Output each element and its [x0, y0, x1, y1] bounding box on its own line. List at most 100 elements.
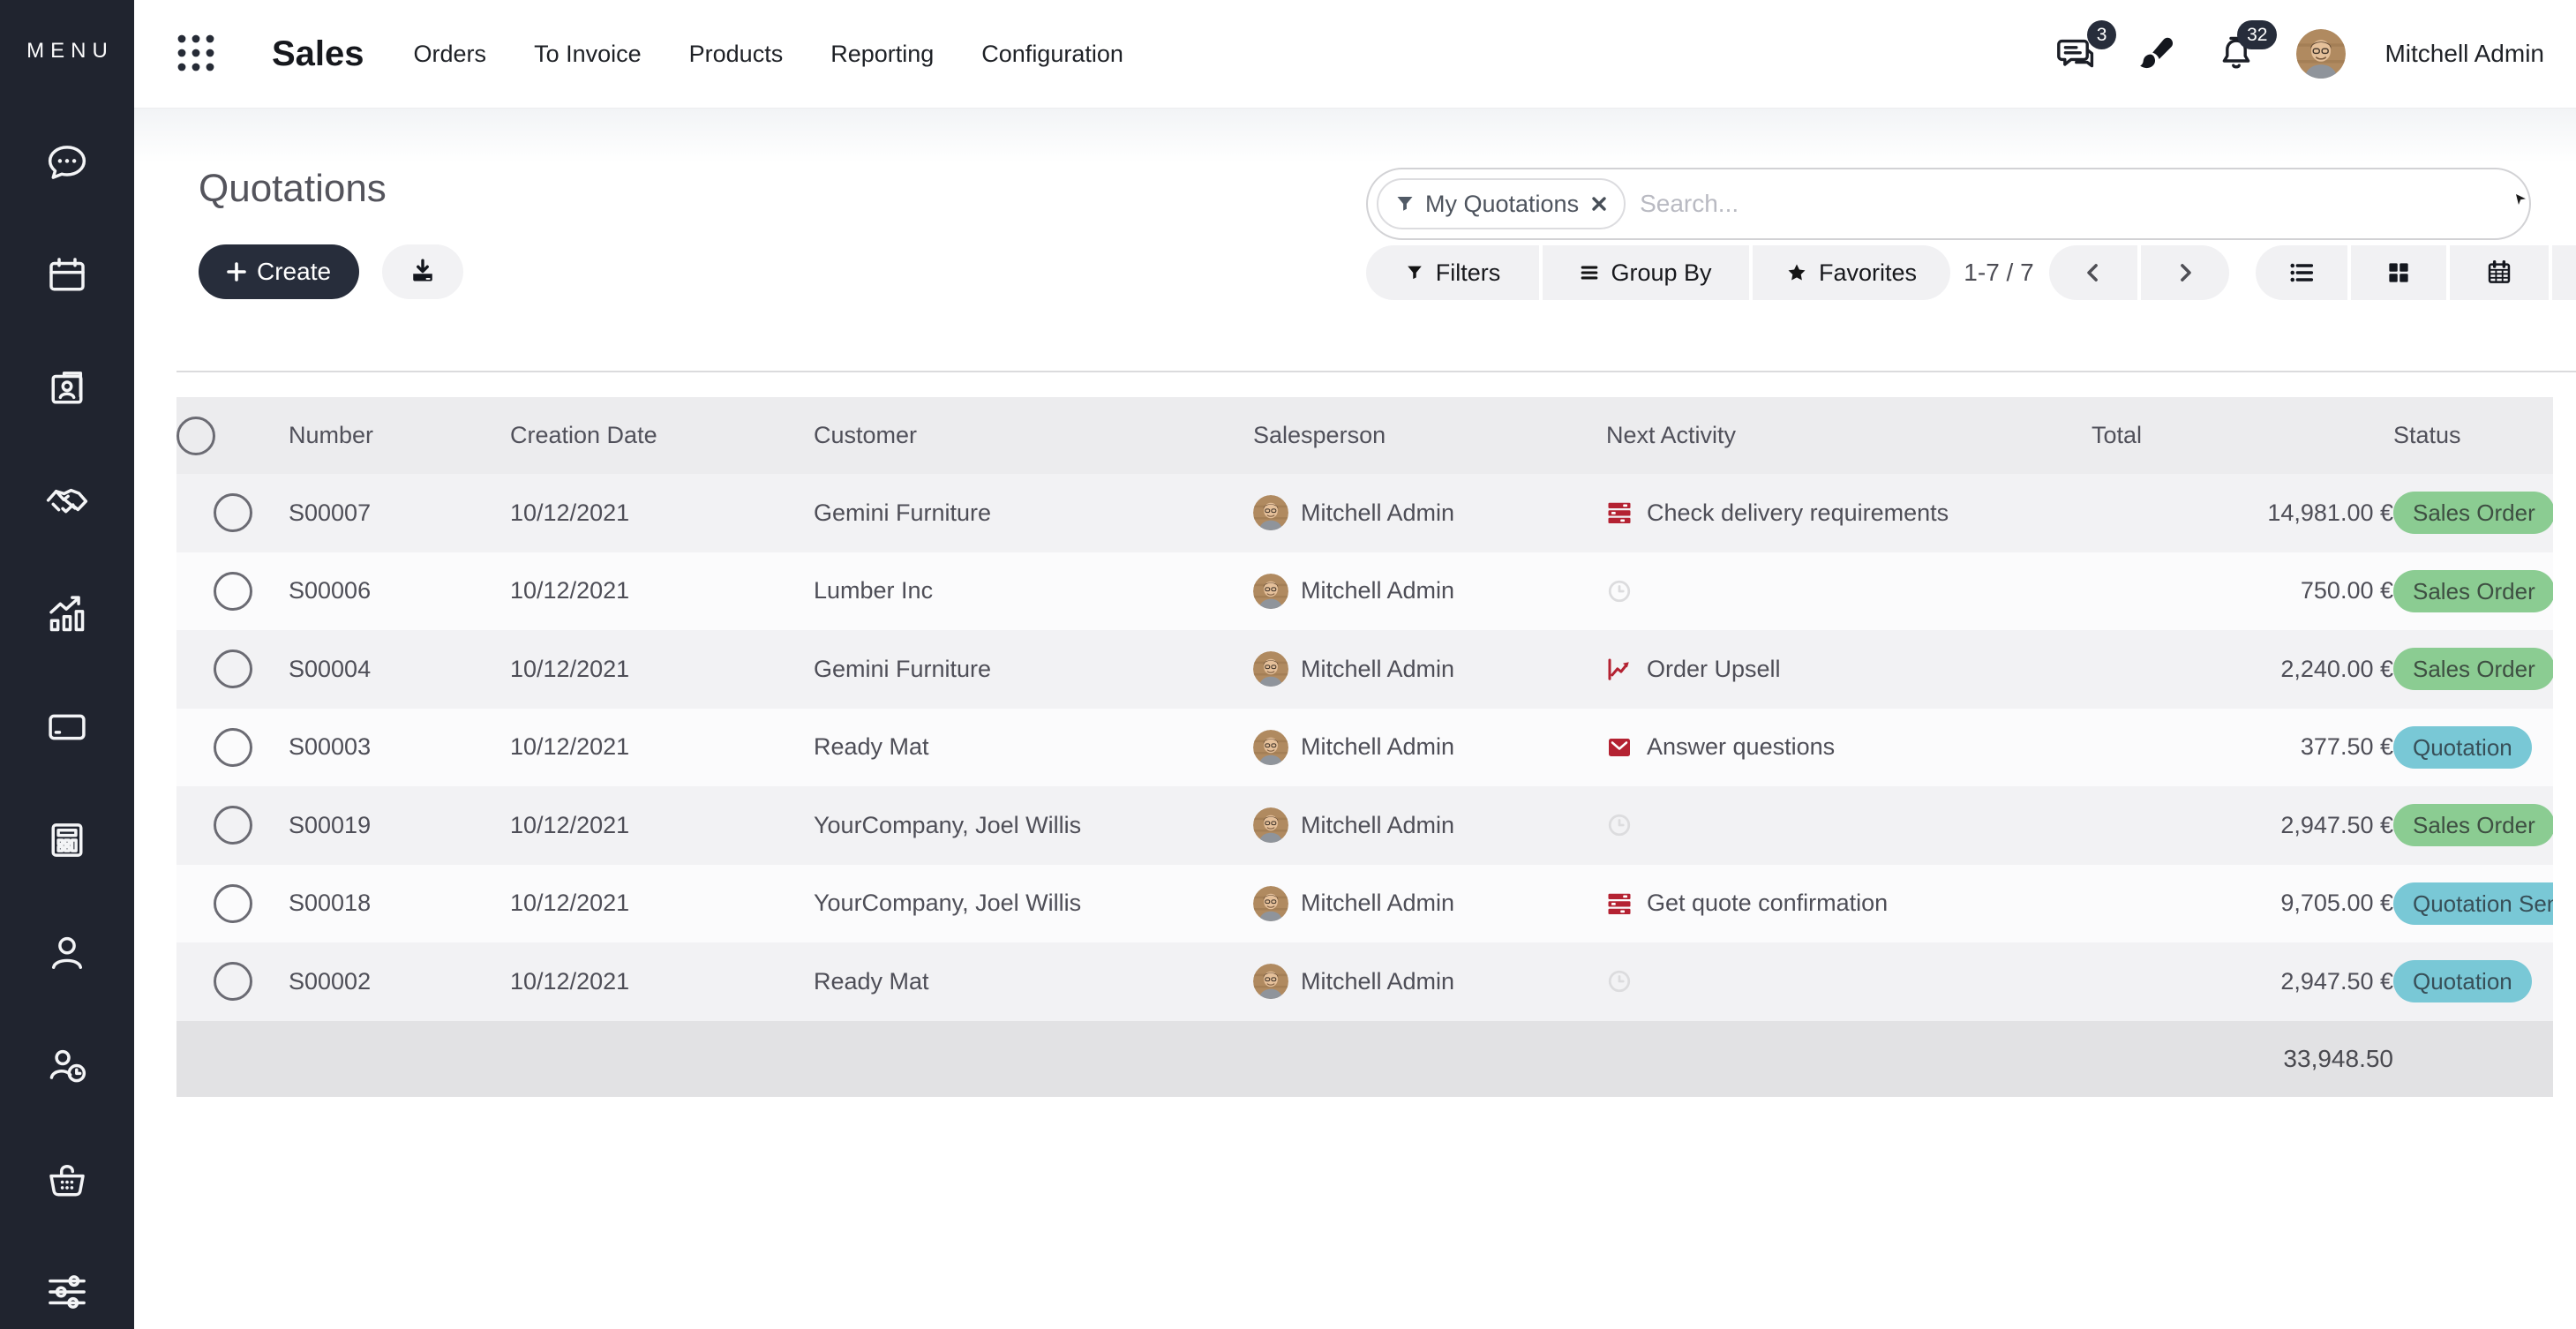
- table-row[interactable]: S00018 10/12/2021 YourCompany, Joel Will…: [176, 864, 2553, 942]
- paintbrush-button[interactable]: [2136, 31, 2176, 77]
- sidebar-item-settings[interactable]: [40, 1267, 94, 1317]
- sidebar-item-discuss[interactable]: [40, 138, 94, 187]
- row-creation-date: 10/12/2021: [510, 499, 630, 526]
- menu-label: MENU: [26, 39, 114, 63]
- activity-list-icon[interactable]: [1606, 890, 1633, 917]
- search-input[interactable]: [1638, 189, 2512, 219]
- table-row[interactable]: S00007 10/12/2021 Gemini Furniture Mitch…: [176, 474, 2553, 552]
- row-total: 9,705.00 €: [2280, 890, 2393, 917]
- row-next-activity: Check delivery requirements: [1647, 499, 1949, 526]
- favorites-label: Favorites: [1818, 259, 1918, 286]
- activity-clock-icon[interactable]: [1606, 812, 1633, 838]
- row-checkbox[interactable]: [213, 727, 252, 767]
- row-checkbox[interactable]: [213, 883, 252, 923]
- pager-next-button[interactable]: [2141, 245, 2229, 300]
- kanban-view-button[interactable]: [2351, 245, 2446, 300]
- pager-range: 1-7 / 7: [1964, 259, 2034, 286]
- col-header-next-activity[interactable]: Next Activity: [1606, 397, 2092, 474]
- row-salesperson: Mitchell Admin: [1301, 655, 1455, 682]
- notifications-button[interactable]: 32: [2215, 20, 2278, 77]
- row-checkbox[interactable]: [213, 962, 252, 1002]
- pager-prev-button[interactable]: [2049, 245, 2137, 300]
- filter-chip-remove-icon[interactable]: [1588, 193, 1610, 214]
- col-header-creation-date[interactable]: Creation Date: [510, 397, 814, 474]
- sidebar-item-calendar[interactable]: [40, 251, 94, 300]
- row-checkbox[interactable]: [213, 806, 252, 845]
- footer-total: 33,948.50: [2092, 1020, 2393, 1097]
- col-header-total[interactable]: Total: [2092, 397, 2393, 474]
- row-next-activity: Get quote confirmation: [1647, 890, 1889, 917]
- navbar-right: 3 32 Mitchell Admin: [2054, 20, 2576, 79]
- sidebar-item-accounting[interactable]: [40, 815, 94, 865]
- pager-buttons: [2049, 245, 2229, 300]
- star-icon: [1788, 264, 1806, 281]
- col-header-salesperson[interactable]: Salesperson: [1253, 397, 1606, 474]
- row-total: 750.00 €: [2300, 577, 2393, 604]
- user-name[interactable]: Mitchell Admin: [2384, 40, 2544, 67]
- sidebar-item-invoicing[interactable]: [40, 702, 94, 752]
- select-all-checkbox[interactable]: [176, 416, 215, 455]
- app-title[interactable]: Sales: [272, 34, 364, 73]
- quotations-table: Number Creation Date Customer Salesperso…: [176, 397, 2553, 1097]
- activity-clock-icon[interactable]: [1606, 578, 1633, 604]
- search-options-group: Filters Group By Favorites: [1366, 245, 1950, 300]
- search-bar[interactable]: My Quotations: [1366, 168, 2531, 240]
- col-header-status[interactable]: Status: [2393, 397, 2553, 474]
- activity-list-icon[interactable]: [1606, 499, 1633, 526]
- funnel-icon: [1397, 197, 1413, 211]
- list-view-button[interactable]: [2256, 245, 2347, 300]
- activity-mail-icon[interactable]: [1606, 734, 1633, 761]
- row-checkbox[interactable]: [213, 571, 252, 611]
- sidebar-item-attendances[interactable]: [40, 1041, 94, 1091]
- sidebar-item-employees[interactable]: [40, 928, 94, 978]
- filter-chip-my-quotations[interactable]: My Quotations: [1377, 178, 1626, 229]
- sales-chart-icon: [49, 596, 85, 632]
- funnel-icon: [1407, 266, 1422, 280]
- messages-button[interactable]: 3: [2054, 20, 2117, 77]
- filters-button[interactable]: Filters: [1366, 245, 1539, 300]
- nav-menu-item[interactable]: Orders: [413, 40, 487, 67]
- table-row[interactable]: S00002 10/12/2021 Ready Mat Mitchell Adm…: [176, 942, 2553, 1021]
- sidebar-item-crm[interactable]: [40, 477, 94, 526]
- group-by-button[interactable]: Group By: [1543, 245, 1749, 300]
- col-header-number[interactable]: Number: [289, 397, 510, 474]
- row-total: 2,947.50 €: [2280, 967, 2393, 995]
- nav-menu-item[interactable]: Products: [688, 40, 784, 67]
- row-salesperson: Mitchell Admin: [1301, 967, 1455, 995]
- nav-menu-item[interactable]: Reporting: [830, 40, 935, 67]
- row-checkbox[interactable]: [213, 649, 252, 689]
- favorites-button[interactable]: Favorites: [1753, 245, 1950, 300]
- sidebar-icon-list: [0, 138, 134, 1317]
- download-icon: [413, 259, 432, 282]
- group-by-icon: [1581, 266, 1598, 280]
- messages-badge: 3: [2086, 20, 2117, 49]
- user-avatar[interactable]: [2296, 29, 2346, 79]
- sidebar-item-contacts[interactable]: [40, 364, 94, 413]
- row-salesperson: Mitchell Admin: [1301, 733, 1455, 761]
- table-row[interactable]: S00019 10/12/2021 YourCompany, Joel Will…: [176, 786, 2553, 865]
- sidebar-item-purchase[interactable]: [40, 1154, 94, 1204]
- export-download-button[interactable]: [382, 244, 463, 299]
- extra-view-button[interactable]: [2552, 245, 2576, 300]
- activity-upsell-icon[interactable]: [1606, 656, 1633, 682]
- row-customer: Gemini Furniture: [814, 499, 992, 526]
- status-badge: Sales Order: [2393, 804, 2553, 847]
- group-by-label: Group By: [1611, 259, 1712, 286]
- row-checkbox[interactable]: [213, 493, 252, 533]
- calendar-view-button[interactable]: [2450, 245, 2549, 300]
- table-row[interactable]: S00003 10/12/2021 Ready Mat Mitchell Adm…: [176, 708, 2553, 786]
- table-row[interactable]: S00004 10/12/2021 Gemini Furniture Mitch…: [176, 630, 2553, 709]
- col-header-customer[interactable]: Customer: [814, 397, 1253, 474]
- table-row[interactable]: S00006 10/12/2021 Lumber Inc Mitchell Ad…: [176, 552, 2553, 630]
- sidebar-item-sales[interactable]: [40, 589, 94, 639]
- create-button[interactable]: Create: [199, 244, 360, 299]
- mouse-cursor: [2516, 194, 2526, 205]
- status-badge: Sales Order: [2393, 492, 2553, 535]
- apps-grid-icon[interactable]: [175, 33, 217, 75]
- row-customer: YourCompany, Joel Willis: [814, 811, 1082, 838]
- messages-icon: [2057, 39, 2094, 68]
- invoicing-card-icon: [49, 714, 86, 740]
- nav-menu-item[interactable]: Configuration: [981, 40, 1123, 67]
- nav-menu-item[interactable]: To Invoice: [534, 40, 642, 67]
- activity-clock-icon[interactable]: [1606, 968, 1633, 995]
